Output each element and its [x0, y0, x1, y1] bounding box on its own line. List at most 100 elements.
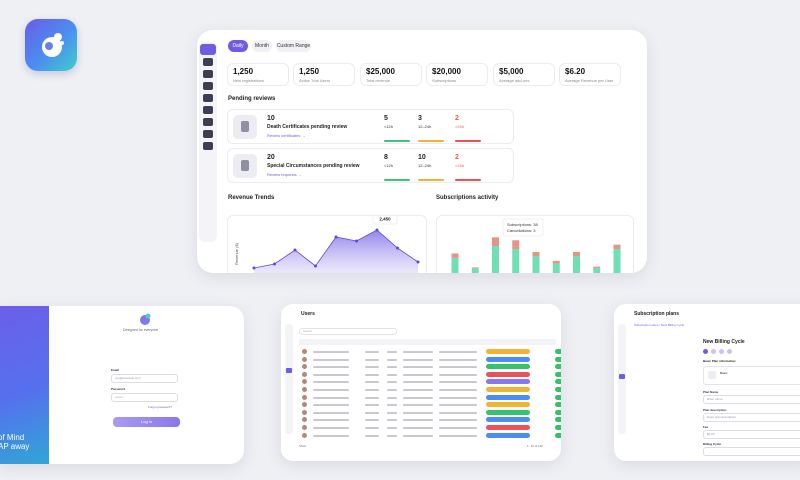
status-badge[interactable] [555, 371, 561, 377]
revenue-point[interactable] [293, 248, 297, 252]
users-icon[interactable] [203, 58, 213, 66]
table-row[interactable] [299, 424, 561, 431]
fee-input[interactable]: $0.00 [703, 430, 800, 439]
status-badge[interactable] [555, 432, 561, 438]
revenue-point[interactable] [396, 246, 399, 250]
card-icon[interactable] [203, 118, 213, 126]
info-icon[interactable] [203, 70, 213, 78]
subscriptions-bar[interactable] [613, 249, 621, 273]
email-field[interactable]: you@example.com [111, 374, 178, 383]
step-dot[interactable] [711, 349, 716, 354]
table-row[interactable] [299, 394, 561, 401]
review-card: 20 Special Circumstances pending review … [227, 148, 514, 183]
globe-icon[interactable] [203, 94, 213, 102]
pill-daily[interactable]: Daily [228, 40, 248, 52]
status-badge[interactable] [555, 356, 561, 362]
order-tag[interactable] [486, 379, 530, 385]
order-tag[interactable] [486, 402, 530, 408]
user-service [439, 396, 477, 399]
cancellations-bar[interactable] [471, 267, 479, 269]
tools-icon[interactable] [203, 82, 213, 90]
login-button[interactable]: Log in [113, 417, 180, 427]
world-icon[interactable] [203, 130, 213, 138]
status-badge[interactable] [555, 394, 561, 400]
avatar [302, 425, 307, 430]
revenue-chart-panel: 63691215182124Revenue ($)2,450 [227, 213, 427, 273]
revenue-point[interactable] [314, 264, 317, 268]
subscriptions-bar[interactable] [492, 246, 499, 273]
revenue-point[interactable] [334, 235, 338, 239]
users-search-input[interactable]: Search [299, 328, 397, 335]
cancellations-bar[interactable] [512, 240, 520, 250]
users-nav-icon[interactable] [286, 368, 292, 373]
team-icon[interactable] [203, 106, 213, 114]
status-badge[interactable] [555, 379, 561, 385]
plan-name-input[interactable]: Enter name [703, 395, 800, 404]
table-row[interactable] [299, 371, 561, 378]
cancellations-bar[interactable] [573, 252, 580, 257]
status-badge[interactable] [555, 364, 561, 370]
forgot-password-link[interactable]: Forgot password? [148, 405, 173, 409]
breadcrumb[interactable]: Subscription plans / New Billing Cycle [634, 323, 685, 327]
status-badge[interactable] [555, 425, 561, 430]
review-link[interactable]: Review requests → [267, 172, 302, 177]
order-tag[interactable] [486, 364, 530, 370]
step-dot[interactable] [703, 349, 708, 354]
cancellations-bar[interactable] [552, 260, 560, 264]
cancellations-bar[interactable] [532, 252, 540, 257]
review-link[interactable]: Review certificates → [267, 133, 306, 138]
table-row[interactable] [299, 363, 561, 370]
table-row[interactable] [299, 386, 561, 393]
pill-month[interactable]: Month [252, 40, 272, 52]
table-row[interactable] [299, 432, 561, 439]
revenue-point[interactable] [355, 239, 358, 243]
order-tag[interactable] [486, 349, 530, 354]
subscription-nav-icon[interactable] [619, 374, 625, 379]
status-badge[interactable] [555, 349, 561, 354]
subscriptions-bar[interactable] [471, 268, 479, 273]
revenue-point[interactable] [416, 260, 420, 264]
y-axis-label: Revenue ($) [234, 242, 239, 265]
cancellations-bar[interactable] [451, 253, 459, 258]
status-badge[interactable] [555, 417, 561, 423]
password-field[interactable]: •••••••• [111, 393, 178, 402]
table-row[interactable] [299, 356, 561, 363]
revenue-point[interactable] [273, 262, 276, 266]
subscriptions-bar[interactable] [451, 257, 459, 273]
users-pagination[interactable]: 1 - 10 of 120 [527, 444, 543, 448]
subscriptions-bar[interactable] [552, 263, 560, 273]
status-badge[interactable] [555, 409, 561, 415]
cancellations-bar[interactable] [613, 244, 621, 250]
billing-cycle-select[interactable] [703, 447, 800, 456]
plan-description-input[interactable]: Enter plan description [703, 413, 800, 422]
status-badge[interactable] [555, 387, 561, 392]
cancellations-bar[interactable] [593, 266, 601, 269]
step-dot[interactable] [719, 349, 724, 354]
order-tag[interactable] [486, 425, 530, 430]
order-tag[interactable] [486, 387, 530, 392]
user-membership [365, 419, 379, 422]
subscriptions-bar[interactable] [532, 256, 540, 273]
revenue-point[interactable] [252, 266, 256, 270]
subscriptions-bar[interactable] [573, 256, 580, 273]
cancellations-bar[interactable] [492, 237, 499, 247]
status-badge[interactable] [555, 402, 561, 408]
order-tag[interactable] [486, 417, 530, 423]
table-row[interactable] [299, 348, 561, 355]
step-dot[interactable] [727, 349, 732, 354]
table-row[interactable] [299, 378, 561, 385]
table-row[interactable] [299, 401, 561, 408]
subscriptions-bar[interactable] [593, 268, 601, 273]
subscriptions-bar[interactable] [512, 249, 520, 273]
revenue-point[interactable] [375, 228, 379, 232]
order-tag[interactable] [486, 409, 530, 415]
star-icon[interactable] [203, 142, 213, 150]
order-tag[interactable] [486, 371, 530, 377]
order-tag[interactable] [486, 432, 530, 438]
order-tag[interactable] [486, 356, 530, 362]
dashboard-icon[interactable] [200, 44, 216, 55]
order-tag[interactable] [486, 394, 530, 400]
pill-custom-range[interactable]: Custom Range [276, 40, 311, 52]
table-row[interactable] [299, 409, 561, 416]
table-row[interactable] [299, 416, 561, 423]
